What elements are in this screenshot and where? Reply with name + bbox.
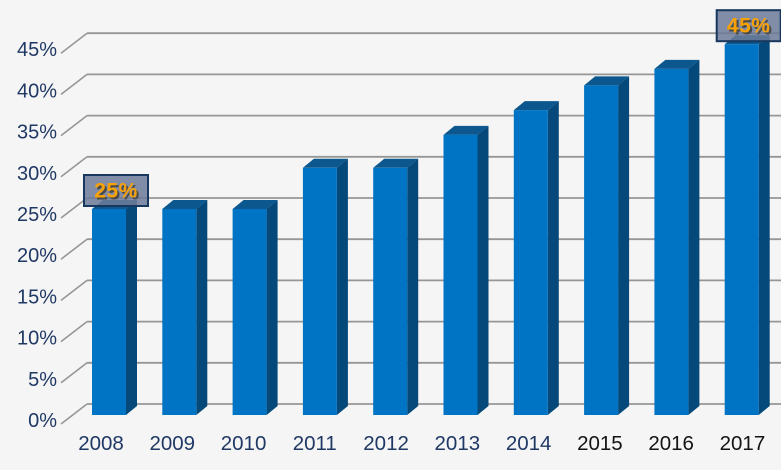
annotations-layer: 25%25% 45%45%	[83, 9, 781, 207]
bar-front-face	[92, 209, 126, 415]
data-label-box	[715, 9, 781, 43]
bar-2015	[584, 76, 630, 416]
bar-top-face	[654, 59, 700, 69]
data-label-callout: 25%25%	[83, 174, 149, 207]
bar-top-face	[513, 101, 559, 111]
x-axis-category-label: 2015	[577, 432, 623, 455]
bar-front-face	[302, 167, 337, 415]
bar-side-face	[407, 158, 419, 416]
data-label-callout: 45%45%	[715, 9, 781, 43]
bar-front-face	[443, 134, 478, 415]
bar-side-face	[758, 35, 770, 415]
x-axis-category-label: 2009	[149, 432, 195, 455]
gridline-perspective-tick	[60, 403, 88, 425]
bar-top-face	[443, 125, 489, 135]
bar-front-face	[513, 110, 548, 416]
bar-side-face	[266, 200, 278, 415]
y-axis-tick-label: 25%	[17, 204, 57, 226]
bar-2014	[513, 101, 559, 416]
bar-top-face	[162, 200, 208, 209]
bars-layer	[92, 35, 770, 416]
bar-2016	[654, 59, 700, 416]
bar-2009	[162, 200, 208, 415]
y-axis-tick-label: 40%	[17, 80, 57, 102]
x-axis-category-label: 2017	[720, 432, 766, 455]
bar-side-face	[547, 101, 559, 416]
bar-top-face	[373, 158, 419, 168]
gridline-perspective-tick	[60, 320, 88, 343]
bar-side-face	[126, 200, 137, 415]
bar-front-face	[232, 209, 267, 415]
bar-2008	[92, 200, 137, 415]
y-axis-tick-label: 45%	[17, 39, 57, 61]
y-axis-tick-label: 15%	[17, 286, 57, 308]
bar-side-face	[477, 125, 489, 415]
gridline-perspective-tick	[60, 73, 88, 96]
bar-2012	[373, 158, 419, 416]
data-label-text: 25%	[94, 180, 138, 203]
x-axis-category-label: 2008	[78, 432, 124, 455]
bar-2013	[443, 125, 489, 415]
x-axis-category-label: 2010	[221, 432, 267, 455]
y-axis-tick-label: 35%	[17, 122, 57, 144]
y-axis-tick-label: 10%	[17, 328, 57, 350]
x-axis-category-label: 2014	[506, 432, 552, 455]
data-label-text-shadow: 45%	[729, 17, 773, 40]
bar-side-face	[688, 59, 700, 416]
data-label-text: 45%	[727, 15, 771, 38]
bar-top-face	[232, 200, 278, 209]
bar-side-face	[196, 200, 208, 415]
bar-front-face	[654, 68, 689, 416]
bar-top-face	[584, 76, 630, 86]
bar-front-face	[373, 167, 408, 415]
gridline-perspective-tick	[60, 114, 88, 137]
y-axis-tick-label: 30%	[17, 163, 57, 185]
bar-2010	[232, 200, 278, 415]
x-axis-category-label: 2012	[363, 432, 409, 455]
bar-side-face	[336, 158, 348, 416]
bar-front-face	[584, 85, 619, 416]
bar-2017	[724, 35, 770, 415]
x-axis-category-label: 2011	[293, 432, 337, 455]
gridline-perspective-tick	[60, 197, 88, 219]
x-axis-category-label: 2016	[648, 432, 694, 455]
bar-2011	[302, 158, 348, 416]
gridline-perspective-tick	[60, 279, 88, 302]
y-axis-tick-label: 5%	[28, 369, 57, 391]
gridline-perspective-tick	[60, 362, 88, 384]
y-axis-tick-label: 0%	[28, 410, 57, 432]
gridline-perspective-tick	[60, 32, 88, 54]
x-axis-category-label: 2013	[435, 432, 481, 455]
bar-front-face	[162, 209, 197, 415]
bar-side-face	[618, 76, 630, 416]
data-label-text-shadow: 25%	[96, 182, 140, 205]
bar-top-face	[302, 158, 348, 168]
bar-front-face	[724, 44, 759, 415]
x-axis-labels-layer: 2008 2009 2010 2011 2012 2013 2014 2015 2016 2017	[78, 432, 765, 455]
gridline-perspective-tick	[60, 156, 88, 178]
y-axis-tick-label: 20%	[17, 245, 57, 267]
gridline-perspective-tick	[60, 238, 88, 260]
data-label-box	[83, 174, 149, 207]
